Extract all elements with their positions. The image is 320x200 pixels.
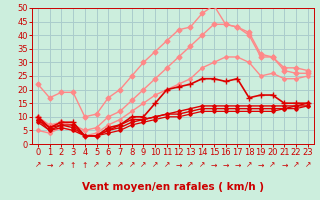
- Text: ↗: ↗: [58, 160, 65, 170]
- Text: ↗: ↗: [199, 160, 205, 170]
- Text: ↗: ↗: [140, 160, 147, 170]
- Text: ↗: ↗: [152, 160, 158, 170]
- Text: ↗: ↗: [246, 160, 252, 170]
- Text: →: →: [258, 160, 264, 170]
- Text: ↗: ↗: [117, 160, 123, 170]
- Text: ↗: ↗: [293, 160, 299, 170]
- Text: →: →: [175, 160, 182, 170]
- Text: ↗: ↗: [105, 160, 111, 170]
- Text: ↗: ↗: [305, 160, 311, 170]
- Text: →: →: [234, 160, 241, 170]
- Text: →: →: [222, 160, 229, 170]
- Text: →: →: [211, 160, 217, 170]
- Text: ↑: ↑: [70, 160, 76, 170]
- Text: ↗: ↗: [269, 160, 276, 170]
- Text: ↗: ↗: [35, 160, 41, 170]
- Text: ↗: ↗: [187, 160, 194, 170]
- Text: ↗: ↗: [164, 160, 170, 170]
- Text: →: →: [46, 160, 53, 170]
- Text: →: →: [281, 160, 287, 170]
- Text: Vent moyen/en rafales ( km/h ): Vent moyen/en rafales ( km/h ): [82, 182, 264, 192]
- Text: ↗: ↗: [129, 160, 135, 170]
- Text: ↑: ↑: [82, 160, 88, 170]
- Text: ↗: ↗: [93, 160, 100, 170]
